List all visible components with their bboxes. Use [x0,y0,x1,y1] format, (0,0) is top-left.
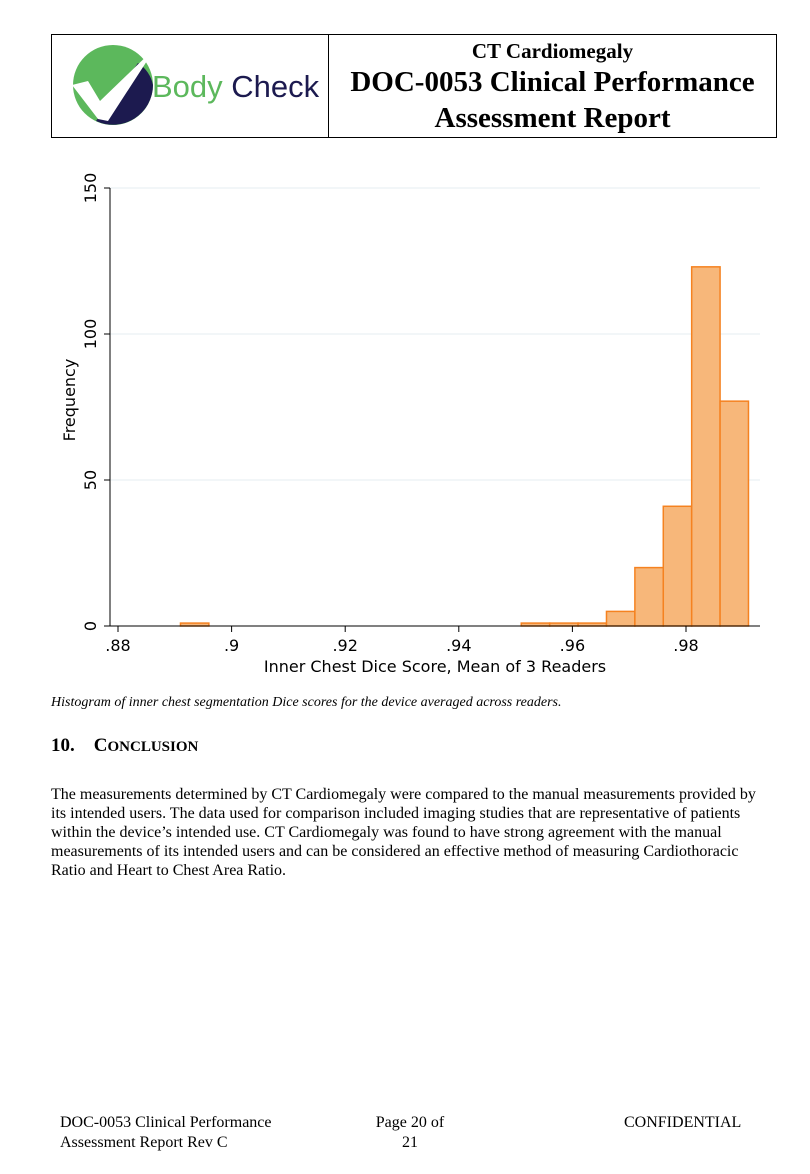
y-tick-label: 0 [81,621,100,631]
conclusion-paragraph: The measurements determined by CT Cardio… [51,786,756,879]
section-title-initial: C [93,735,108,756]
x-tick-label: .88 [105,636,130,655]
logo-word-check: Check [231,69,320,104]
x-tick-label: .92 [332,636,357,655]
footer-doc-id: DOC-0053 Clinical Performance Assessment … [60,1113,272,1153]
title-line-2: Assessment Report [434,102,671,134]
x-tick-label: .98 [673,636,698,655]
body-check-logo: Body Check [52,35,329,137]
footer-doc-line-2: Assessment Report Rev C [60,1134,228,1151]
y-axis-label: Frequency [60,359,79,442]
dice-score-histogram: 0 50 100 150 .88 .9 .92 .94 .96 .98 Inner Chest Di… [60,173,760,676]
section-title-rest: ONCLUSION [107,739,199,755]
title-line-1: DOC-0053 Clinical Performance [350,66,755,98]
section-number: 10. [51,735,75,756]
footer-doc-line-1: DOC-0053 Clinical Performance [60,1114,272,1131]
x-tick-label: .94 [446,636,471,655]
histogram-bar [605,610,636,627]
logo-word-body: Body [152,69,223,104]
histogram-bar [634,566,665,627]
figure-caption: Histogram of inner chest segmentation Di… [51,695,562,710]
footer-page-line-1: Page 20 of [375,1114,445,1131]
document-header: Body Check CT Cardiomegaly DOC-0053 Clin… [51,34,777,138]
histogram-bar [719,400,750,627]
x-tick-label: .9 [224,636,239,655]
document-title: CT Cardiomegaly DOC-0053 Clinical Perfor… [329,35,776,137]
footer-page-number: Page 20 of 21 [360,1113,460,1153]
y-tick-label: 150 [81,173,100,204]
footer-confidential: CONFIDENTIAL [624,1114,742,1131]
section-heading: 10. CONCLUSION [51,735,198,757]
y-tick-label: 100 [81,319,100,350]
logo-text: Body Check [152,69,319,105]
footer-page-line-2: 21 [402,1134,418,1151]
y-tick-label: 50 [81,470,100,490]
x-axis-label: Inner Chest Dice Score, Mean of 3 Reader… [264,657,606,676]
product-name: CT Cardiomegaly [471,39,634,63]
histogram-bar [690,266,721,627]
x-tick-label: .96 [560,636,585,655]
histogram-bar [662,505,693,627]
checkmark-logo-icon [72,45,156,125]
